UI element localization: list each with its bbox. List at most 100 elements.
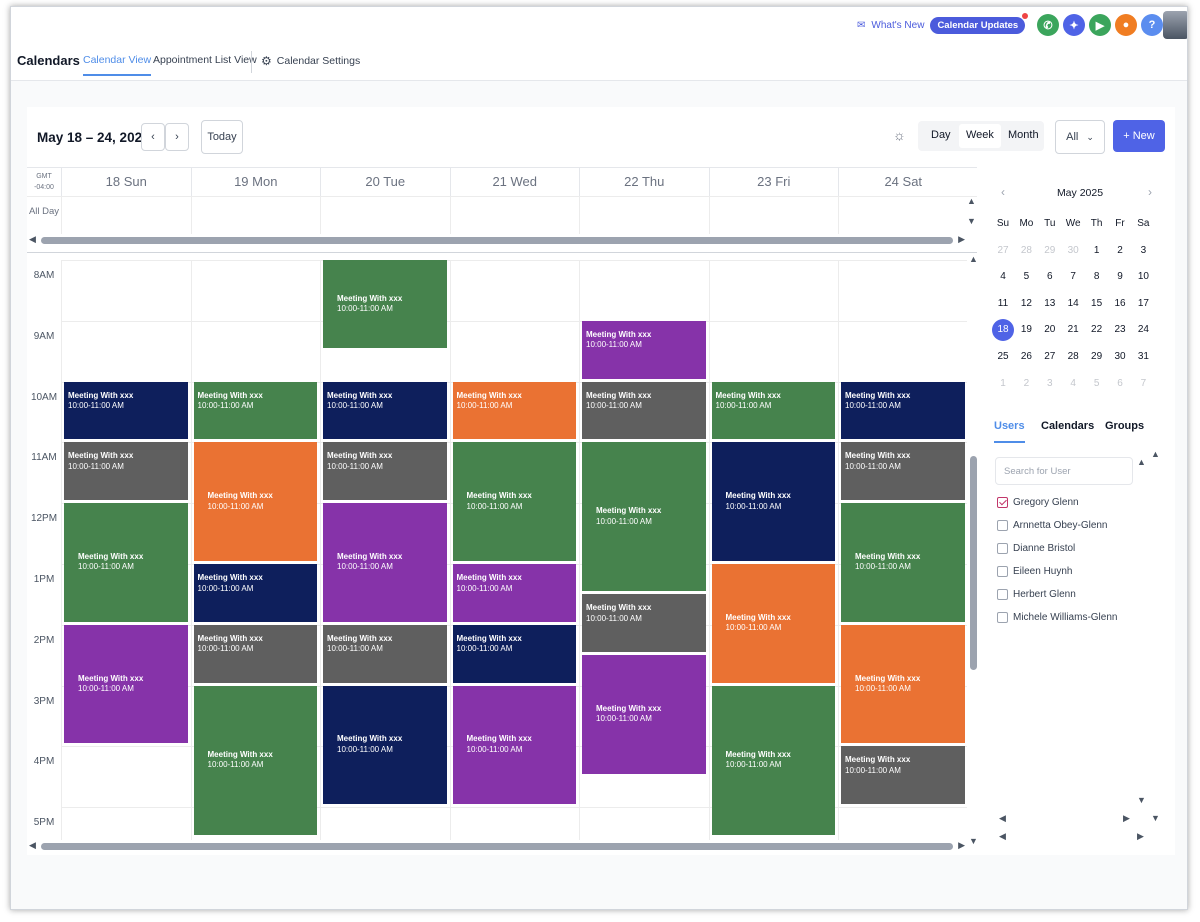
user-item[interactable]: Eileen Huynh [997,566,1072,577]
user-search-input[interactable]: Search for User [995,457,1133,485]
mini-day[interactable]: 17 [1137,297,1149,309]
panel-scroll-up-icon[interactable]: ▲ [1151,449,1160,459]
event-block[interactable]: Meeting With xxx 10:00-11:00 AM [582,655,706,774]
prev-week-button[interactable]: ‹ [141,123,165,151]
bell-icon[interactable]: ● [1115,14,1137,36]
whats-new-label[interactable]: What's New [871,20,925,31]
event-block[interactable]: Meeting With xxx 10:00-11:00 AM [711,685,835,835]
event-block[interactable]: Meeting With xxx 10:00-11:00 AM [64,624,188,744]
event-block[interactable]: Meeting With xxx 10:00-11:00 AM [64,442,188,501]
panel-scroll-right-icon[interactable]: ▶ [1123,813,1130,823]
tab-groups[interactable]: Groups [1105,420,1145,432]
event-block[interactable]: Meeting With xxx 10:00-11:00 AM [452,624,576,683]
event-block[interactable]: Meeting With xxx 10:00-11:00 AM [582,594,706,653]
mini-day[interactable]: 30 [1114,351,1126,362]
mini-day[interactable]: 27 [1044,351,1056,362]
event-block[interactable]: Meeting With xxx 10:00-11:00 AM [323,260,447,349]
mini-next-icon[interactable]: › [1148,185,1152,199]
event-block[interactable]: Meeting With xxx 10:00-11:00 AM [452,381,576,440]
next-week-button[interactable]: › [165,123,189,151]
phone-icon[interactable]: ✆ [1037,14,1059,36]
view-day[interactable]: Day [931,129,951,141]
mini-day[interactable]: 2 [1023,377,1030,389]
day-header[interactable]: 20 Tue [320,168,450,196]
tab-appointment-list-view[interactable]: Appointment List View [153,54,257,66]
user-item[interactable]: Dianne Bristol [997,543,1075,554]
allday-scroll-up-icon[interactable]: ▲ [967,196,976,206]
vertical-scrollbar[interactable]: ▲ ▼ [969,254,979,846]
mini-day[interactable]: 20 [1044,324,1056,336]
event-block[interactable]: Meeting With xxx 10:00-11:00 AM [193,564,317,622]
event-block[interactable]: Meeting With xxx 10:00-11:00 AM [193,624,317,683]
mini-day[interactable]: 1 [1093,244,1100,256]
event-block[interactable]: Meeting With xxx 10:00-11:00 AM [452,564,576,622]
event-block[interactable]: Meeting With xxx 10:00-11:00 AM [841,624,965,744]
panel-scroll-down-icon[interactable]: ▼ [1137,795,1146,805]
allday-scroll-down-icon[interactable]: ▼ [967,216,976,226]
event-block[interactable]: Meeting With xxx 10:00-11:00 AM [582,320,706,379]
event-block[interactable]: Meeting With xxx 10:00-11:00 AM [323,503,447,622]
user-checkbox[interactable] [997,566,1008,577]
event-block[interactable]: Meeting With xxx 10:00-11:00 AM [841,442,965,501]
day-header[interactable]: 22 Thu [579,168,709,196]
megaphone-icon[interactable]: ▶ [1089,14,1111,36]
mini-day[interactable]: 27 [997,244,1009,256]
event-block[interactable]: Meeting With xxx 10:00-11:00 AM [193,381,317,440]
mini-day[interactable]: 4 [1070,377,1076,389]
filter-select[interactable]: All ⌄ [1055,120,1105,154]
day-header[interactable]: 19 Mon [190,168,321,196]
today-button[interactable]: Today [201,120,243,154]
mini-day[interactable]: 26 [1020,351,1032,362]
panel-scroll-down-icon[interactable]: ▼ [1151,813,1160,823]
lightbulb-icon[interactable]: ☼ [893,127,906,143]
user-checkbox[interactable] [997,589,1008,600]
event-block[interactable]: Meeting With xxx 10:00-11:00 AM [452,685,576,805]
mini-day[interactable]: 21 [1067,324,1079,336]
scroll-down-icon[interactable]: ▼ [969,836,978,846]
event-block[interactable]: Meeting With xxx 10:00-11:00 AM [582,381,706,440]
event-block[interactable]: Meeting With xxx 10:00-11:00 AM [323,381,447,440]
tab-users[interactable]: Users [994,420,1025,443]
mini-day[interactable]: 3 [1140,244,1147,256]
mini-day[interactable]: 5 [1093,377,1100,389]
event-block[interactable]: Meeting With xxx 10:00-11:00 AM [841,503,965,622]
user-item[interactable]: Herbert Glenn [997,589,1076,600]
allday-horizontal-scrollbar[interactable]: ◀ ▶ [29,234,965,244]
new-button[interactable]: + New [1113,120,1165,152]
panel-scroll-right-icon[interactable]: ▶ [1137,831,1144,841]
mini-day[interactable]: 4 [1000,271,1006,283]
event-block[interactable]: Meeting With xxx 10:00-11:00 AM [452,442,576,561]
event-block[interactable]: Meeting With xxx 10:00-11:00 AM [64,503,188,622]
panel-scroll-left-icon[interactable]: ◀ [999,813,1006,823]
event-block[interactable]: Meeting With xxx 10:00-11:00 AM [193,685,317,835]
tab-calendar-settings[interactable]: ⚙ Calendar Settings [261,54,360,68]
event-block[interactable]: Meeting With xxx 10:00-11:00 AM [323,624,447,683]
day-header[interactable]: 21 Wed [449,168,580,196]
mini-day[interactable]: 28 [1067,351,1079,362]
day-header[interactable]: 18 Sun [61,168,191,196]
mini-day[interactable]: 7 [1070,271,1076,283]
mini-day[interactable]: 29 [1044,244,1056,256]
event-block[interactable]: Meeting With xxx 10:00-11:00 AM [64,381,188,440]
mini-day[interactable]: 25 [997,351,1009,362]
mini-day[interactable]: 16 [1114,297,1126,309]
user-checkbox[interactable] [997,543,1008,554]
scrollbar-thumb[interactable] [41,843,953,850]
mini-day[interactable]: 3 [1047,377,1053,389]
event-block[interactable]: Meeting With xxx 10:00-11:00 AM [711,442,835,561]
tab-calendars[interactable]: Calendars [1041,420,1095,432]
scrollbar-thumb[interactable] [41,237,953,244]
mini-day[interactable]: 15 [1091,297,1103,309]
view-month[interactable]: Month [1008,129,1039,141]
event-block[interactable]: Meeting With xxx 10:00-11:00 AM [711,381,835,440]
user-checkbox[interactable] [997,612,1008,623]
tab-calendar-view[interactable]: Calendar View [83,54,152,76]
mini-day[interactable]: 10 [1137,271,1149,283]
mini-day[interactable]: 14 [1067,297,1079,309]
view-week[interactable]: Week [959,124,1001,148]
mini-day[interactable]: 6 [1117,377,1123,389]
help-icon[interactable]: ? [1141,14,1163,36]
mini-prev-icon[interactable]: ‹ [1001,185,1005,199]
day-header[interactable]: 24 Sat [838,168,968,196]
user-item[interactable]: Gregory Glenn [997,497,1079,508]
